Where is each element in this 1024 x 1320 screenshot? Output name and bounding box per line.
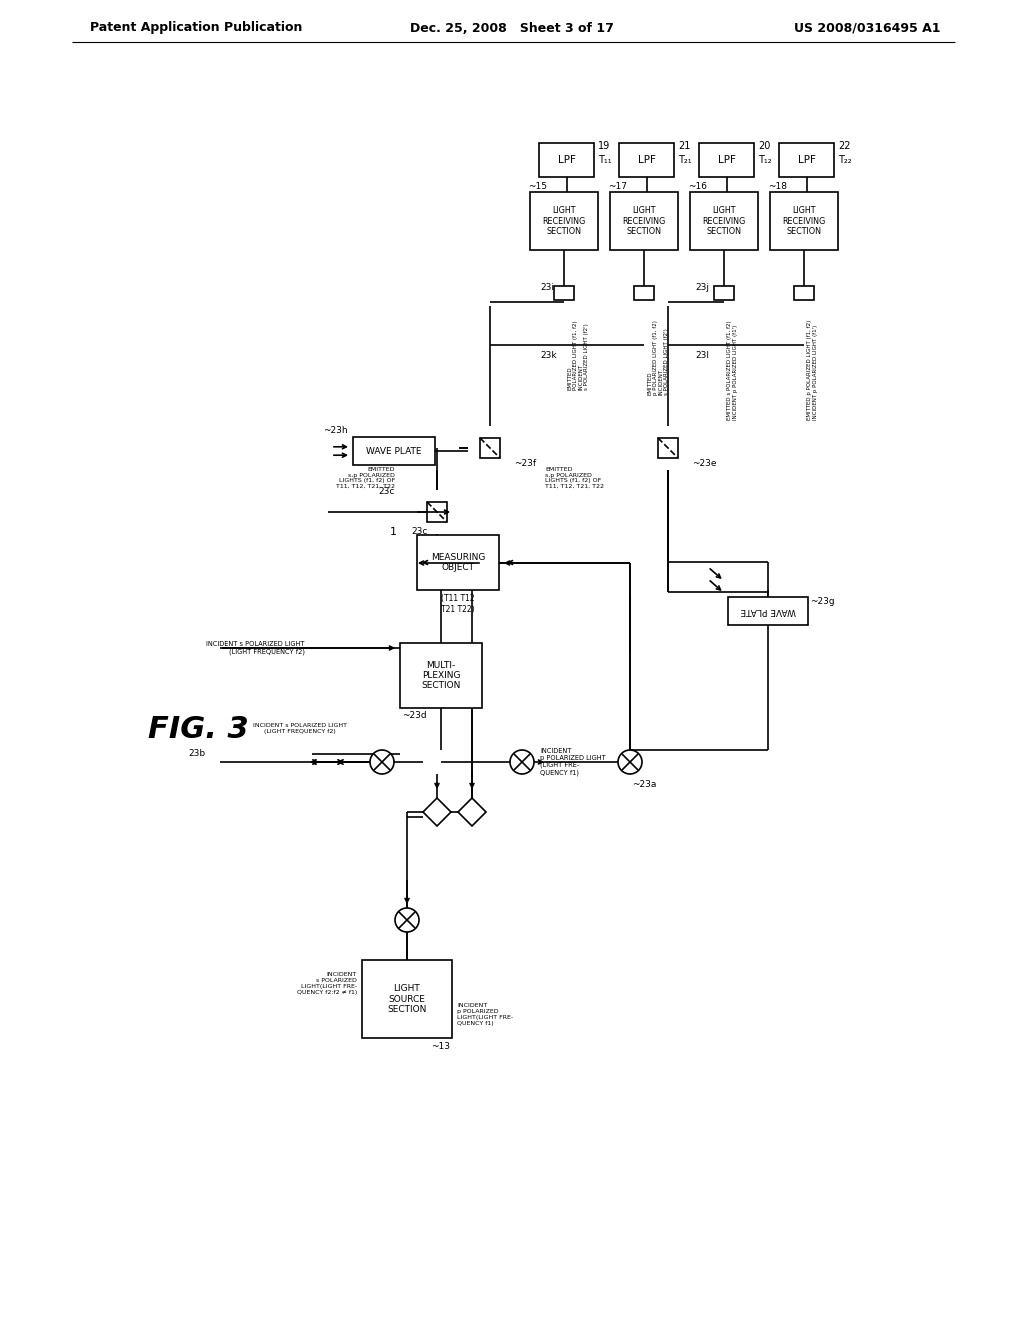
Text: LIGHT
RECEIVING
SECTION: LIGHT RECEIVING SECTION xyxy=(623,206,666,236)
Text: 23k: 23k xyxy=(540,351,557,360)
Bar xyxy=(610,191,678,249)
Text: INCIDENT s POLARIZED LIGHT
(LIGHT FREQUENCY f2): INCIDENT s POLARIZED LIGHT (LIGHT FREQUE… xyxy=(253,723,347,734)
Circle shape xyxy=(510,750,534,774)
Text: WAVE PLATE: WAVE PLATE xyxy=(740,606,796,615)
Text: 23c: 23c xyxy=(411,528,427,536)
Polygon shape xyxy=(423,799,451,826)
Text: 23l: 23l xyxy=(695,351,709,360)
Bar xyxy=(353,437,435,465)
Text: EMITTED p POLARIZED LIGHT (f1, f2)
INCIDENT p POLARIZED LIGHT (f1'): EMITTED p POLARIZED LIGHT (f1, f2) INCID… xyxy=(807,319,818,420)
Text: ~23d: ~23d xyxy=(402,711,427,719)
Text: LPF: LPF xyxy=(557,154,575,165)
Text: T₂₁: T₂₁ xyxy=(678,154,691,165)
Bar xyxy=(699,143,754,177)
Bar xyxy=(779,143,834,177)
Bar xyxy=(658,438,678,458)
Bar xyxy=(539,143,594,177)
Text: INCIDENT
p POLARIZED
LIGHT(LIGHT FRE-
QUENCY f1): INCIDENT p POLARIZED LIGHT(LIGHT FRE- QU… xyxy=(457,1003,513,1026)
Text: Dec. 25, 2008   Sheet 3 of 17: Dec. 25, 2008 Sheet 3 of 17 xyxy=(410,21,614,34)
Text: LPF: LPF xyxy=(638,154,655,165)
Text: T₁₂: T₁₂ xyxy=(758,154,772,165)
Text: INCIDENT
s POLARIZED
LIGHT(LIGHT FRE-
QUENCY f2:f2 ≠ f1): INCIDENT s POLARIZED LIGHT(LIGHT FRE- QU… xyxy=(297,973,357,994)
Text: ~13: ~13 xyxy=(431,1041,450,1051)
Text: EMITTED s POLARIZED LIGHT (f1, f2)
INCIDENT p POLARIZED LIGHT (f1'): EMITTED s POLARIZED LIGHT (f1, f2) INCID… xyxy=(727,319,738,420)
Text: ~23e: ~23e xyxy=(692,459,717,469)
Text: ~18: ~18 xyxy=(768,182,787,191)
Bar xyxy=(417,535,499,590)
Text: EMITTED
POLARIZED LIGHT (f1, f2)
INCIDENT
s POLARIZED LIGHT (f2'): EMITTED POLARIZED LIGHT (f1, f2) INCIDEN… xyxy=(567,319,590,389)
Text: 23i: 23i xyxy=(540,282,554,292)
Bar xyxy=(714,286,734,300)
Bar xyxy=(400,643,482,708)
Bar xyxy=(618,143,674,177)
Text: 23j: 23j xyxy=(695,282,709,292)
Bar xyxy=(728,597,808,624)
Text: MEASURING
OBJECT: MEASURING OBJECT xyxy=(431,553,485,572)
Text: ~16: ~16 xyxy=(688,182,707,191)
Text: 20: 20 xyxy=(758,141,770,150)
Text: 1: 1 xyxy=(390,527,397,537)
Text: ~23h: ~23h xyxy=(324,426,348,436)
Text: FIG. 3: FIG. 3 xyxy=(148,715,249,744)
Circle shape xyxy=(618,750,642,774)
Text: INCIDENT
p POLARIZED LIGHT
(LIGHT FRE-
QUENCY f1): INCIDENT p POLARIZED LIGHT (LIGHT FRE- Q… xyxy=(540,748,606,776)
Text: EMITTED
p POLARIZED LIGHT (f1, f2)
INCIDENT
s POLARIZED LIGHT (f2'): EMITTED p POLARIZED LIGHT (f1, f2) INCID… xyxy=(647,319,670,395)
Text: ~23g: ~23g xyxy=(810,597,835,606)
Text: LIGHT
RECEIVING
SECTION: LIGHT RECEIVING SECTION xyxy=(782,206,825,236)
Text: 23c: 23c xyxy=(379,487,395,496)
Text: ~23a: ~23a xyxy=(632,780,656,789)
Bar xyxy=(794,286,814,300)
Text: ~23f: ~23f xyxy=(514,459,537,469)
Text: 23b: 23b xyxy=(187,750,205,759)
Bar xyxy=(634,286,654,300)
Text: LIGHT
RECEIVING
SECTION: LIGHT RECEIVING SECTION xyxy=(702,206,745,236)
Text: LPF: LPF xyxy=(798,154,815,165)
Text: 22: 22 xyxy=(838,141,851,150)
Text: EMITTED
s,p POLARIZED
LIGHTS (f1, f2) OF
T11, T12, T21, T22: EMITTED s,p POLARIZED LIGHTS (f1, f2) OF… xyxy=(336,467,395,490)
Text: ~15: ~15 xyxy=(528,182,547,191)
Text: (T11 T12
T21 T22): (T11 T12 T21 T22) xyxy=(441,594,475,614)
Bar xyxy=(690,191,758,249)
Text: EMITTED
s,p POLARIZED
LIGHTS (f1, f2) OF
T11, T12, T21, T22: EMITTED s,p POLARIZED LIGHTS (f1, f2) OF… xyxy=(545,467,604,490)
Bar xyxy=(530,191,598,249)
Bar xyxy=(554,286,574,300)
Text: 19: 19 xyxy=(598,141,610,150)
Circle shape xyxy=(395,908,419,932)
Polygon shape xyxy=(458,799,486,826)
Text: T₂₂: T₂₂ xyxy=(838,154,852,165)
Circle shape xyxy=(370,750,394,774)
Text: WAVE PLATE: WAVE PLATE xyxy=(367,446,422,455)
Text: MULTI-
PLEXING
SECTION: MULTI- PLEXING SECTION xyxy=(421,660,461,690)
Bar xyxy=(427,502,447,521)
Text: Patent Application Publication: Patent Application Publication xyxy=(90,21,302,34)
Text: 21: 21 xyxy=(678,141,690,150)
Text: LIGHT
RECEIVING
SECTION: LIGHT RECEIVING SECTION xyxy=(543,206,586,236)
Bar xyxy=(480,438,500,458)
Text: T₁₁: T₁₁ xyxy=(598,154,611,165)
Text: US 2008/0316495 A1: US 2008/0316495 A1 xyxy=(794,21,940,34)
Text: INCIDENT s POLARIZED LIGHT
(LIGHT FREQUENCY f2): INCIDENT s POLARIZED LIGHT (LIGHT FREQUE… xyxy=(207,642,305,655)
Bar xyxy=(770,191,838,249)
Text: LIGHT
SOURCE
SECTION: LIGHT SOURCE SECTION xyxy=(387,985,427,1014)
Text: LPF: LPF xyxy=(718,154,735,165)
Bar xyxy=(362,960,452,1038)
Text: ~17: ~17 xyxy=(608,182,627,191)
